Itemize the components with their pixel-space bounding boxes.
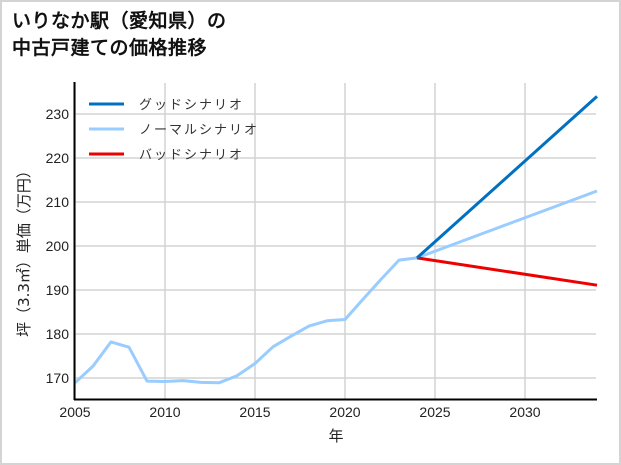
y-tick-labels: 170 180 190 200 210 220 230 — [46, 106, 70, 386]
data-lines — [73, 95, 599, 385]
y-tick-label: 220 — [46, 150, 70, 166]
x-axis-label: 年 — [328, 427, 343, 445]
x-tick-labels: 2005 2010 2015 2020 2025 2030 — [59, 404, 540, 420]
chart-title-line1: いりなか駅（愛知県）の — [12, 10, 227, 32]
x-tick-label: 2015 — [239, 404, 270, 420]
legend-label: バッドシナリオ — [139, 148, 244, 163]
gridlines — [74, 83, 596, 399]
series-line — [416, 256, 598, 287]
chart-title: いりなか駅（愛知県）の 中古戸建ての価格推移 — [12, 8, 227, 62]
y-tick-label: 170 — [46, 370, 70, 386]
series-line — [73, 189, 598, 385]
y-tick-label: 210 — [46, 194, 70, 210]
series-line — [415, 95, 599, 260]
y-tick-label: 200 — [46, 238, 70, 254]
chart-title-line2: 中古戸建ての価格推移 — [12, 37, 208, 59]
x-tick-label: 2020 — [329, 404, 360, 420]
x-tick-label: 2005 — [59, 404, 90, 420]
x-tick-label: 2030 — [509, 404, 540, 420]
x-tick-label: 2025 — [419, 404, 450, 420]
legend-label: ノーマルシナリオ — [139, 123, 259, 138]
y-tick-label: 190 — [46, 282, 70, 298]
y-tick-label: 180 — [46, 326, 70, 342]
y-tick-label: 230 — [46, 106, 70, 122]
y-axis-label: 坪（3.3㎡）単価（万円） — [15, 163, 33, 337]
legend-label: グッドシナリオ — [139, 98, 244, 113]
axes — [73, 82, 597, 401]
x-tick-label: 2010 — [149, 404, 180, 420]
